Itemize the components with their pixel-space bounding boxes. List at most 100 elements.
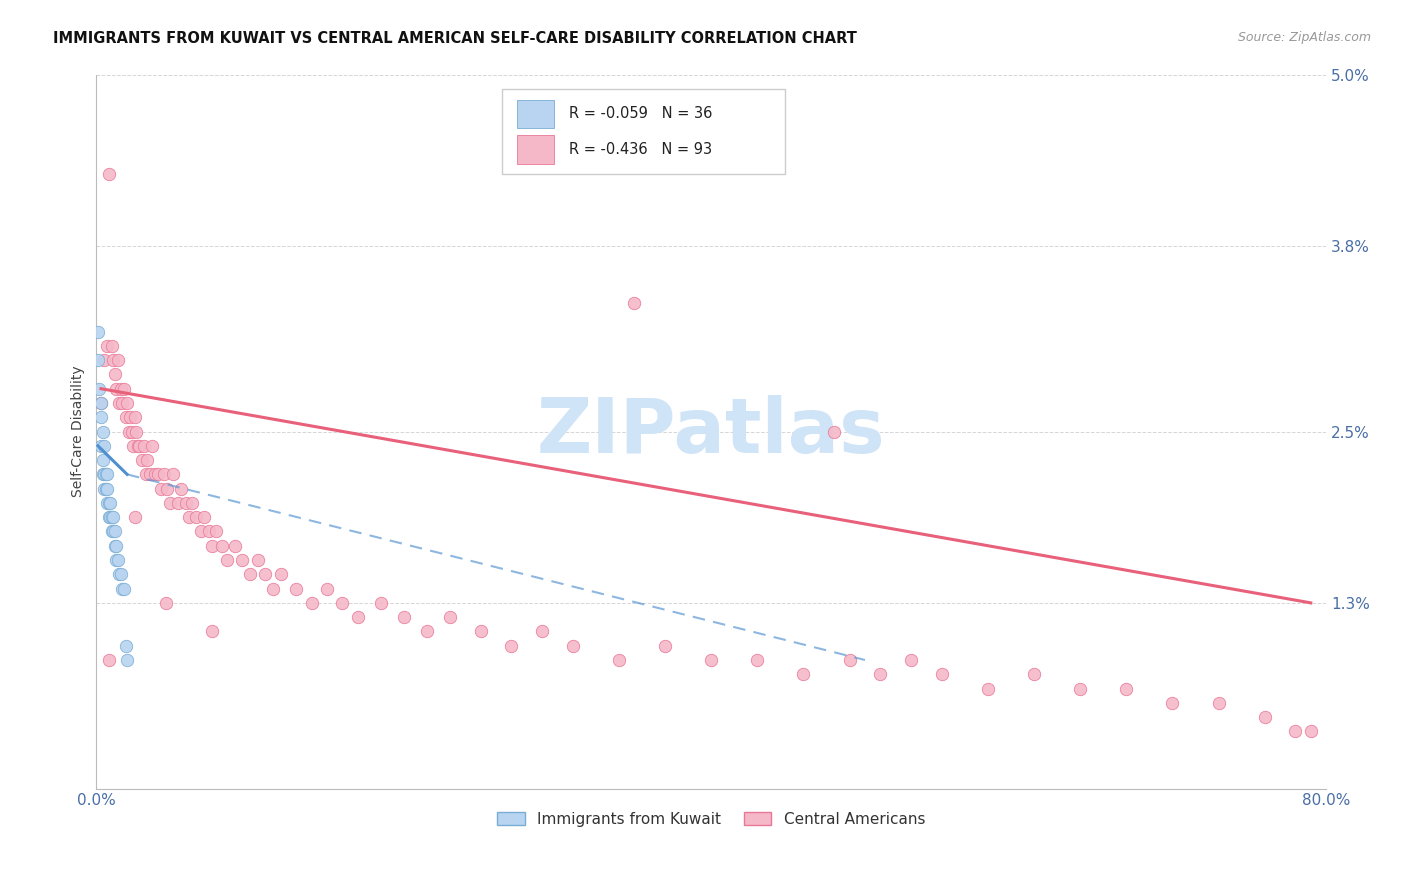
Point [124, 410, 146, 425]
Point [231, 553, 253, 567]
Point [104, 368, 127, 382]
Point [1115, 681, 1137, 696]
Point [146, 467, 169, 482]
Point [87, 353, 110, 368]
Point [1022, 667, 1045, 681]
Point [1284, 724, 1306, 739]
Point [561, 639, 583, 653]
Point [215, 553, 238, 567]
Point [112, 382, 135, 396]
Point [177, 510, 200, 524]
Point [100, 339, 122, 353]
Point [869, 667, 891, 681]
Point [104, 539, 127, 553]
Point [174, 496, 197, 510]
Point [1069, 681, 1091, 696]
Point [262, 582, 284, 596]
Point [97, 653, 120, 667]
Point [149, 482, 172, 496]
Point [114, 410, 136, 425]
Point [110, 567, 132, 582]
Point [93, 467, 115, 482]
Point [139, 467, 162, 482]
Point [254, 567, 277, 582]
Point [370, 596, 392, 610]
Point [96, 482, 118, 496]
Point [104, 524, 127, 539]
Point [96, 467, 118, 482]
Point [224, 539, 246, 553]
Text: Source: ZipAtlas.com: Source: ZipAtlas.com [1237, 31, 1371, 45]
Point [838, 653, 860, 667]
Point [124, 510, 146, 524]
Point [201, 539, 224, 553]
Point [122, 439, 145, 453]
Point [110, 382, 132, 396]
Point [91, 425, 114, 439]
Point [136, 453, 159, 467]
Point [501, 639, 523, 653]
Point [111, 396, 134, 410]
Point [131, 453, 153, 467]
Point [90, 396, 112, 410]
Point [97, 496, 120, 510]
Point [190, 524, 212, 539]
Point [700, 653, 723, 667]
Point [977, 681, 1000, 696]
FancyBboxPatch shape [502, 89, 785, 175]
Point [90, 396, 112, 410]
Point [90, 410, 112, 425]
Point [239, 567, 262, 582]
Point [316, 582, 339, 596]
Point [103, 524, 125, 539]
Point [96, 496, 118, 510]
Point [166, 496, 188, 510]
Text: ZIPatlas: ZIPatlas [537, 394, 886, 468]
Point [141, 439, 163, 453]
Point [301, 596, 323, 610]
FancyBboxPatch shape [517, 136, 554, 164]
Point [193, 510, 215, 524]
Point [392, 610, 415, 624]
Point [270, 567, 292, 582]
Point [98, 496, 121, 510]
Point [125, 425, 148, 439]
Point [197, 524, 219, 539]
Point [747, 653, 769, 667]
Point [100, 524, 122, 539]
Point [94, 467, 117, 482]
Point [120, 410, 142, 425]
Point [93, 482, 115, 496]
Point [155, 596, 177, 610]
Point [103, 353, 125, 368]
Point [531, 624, 554, 639]
Point [135, 467, 157, 482]
Point [607, 653, 630, 667]
Point [103, 510, 125, 524]
Point [98, 510, 121, 524]
Y-axis label: Self-Care Disability: Self-Care Disability [72, 366, 86, 498]
Point [159, 496, 181, 510]
Point [91, 453, 114, 467]
Point [115, 396, 138, 410]
Point [470, 624, 492, 639]
Point [153, 467, 176, 482]
Point [96, 339, 118, 353]
Point [94, 482, 117, 496]
Point [162, 467, 184, 482]
Point [115, 653, 138, 667]
Point [439, 610, 461, 624]
Point [205, 524, 228, 539]
Point [211, 539, 233, 553]
Point [114, 639, 136, 653]
Point [180, 496, 202, 510]
Text: R = -0.436   N = 93: R = -0.436 N = 93 [568, 142, 711, 157]
Point [201, 624, 224, 639]
Point [93, 353, 115, 368]
Point [93, 439, 115, 453]
Point [654, 639, 676, 653]
Point [285, 582, 308, 596]
Point [931, 667, 953, 681]
Point [1253, 710, 1275, 724]
Point [112, 582, 135, 596]
